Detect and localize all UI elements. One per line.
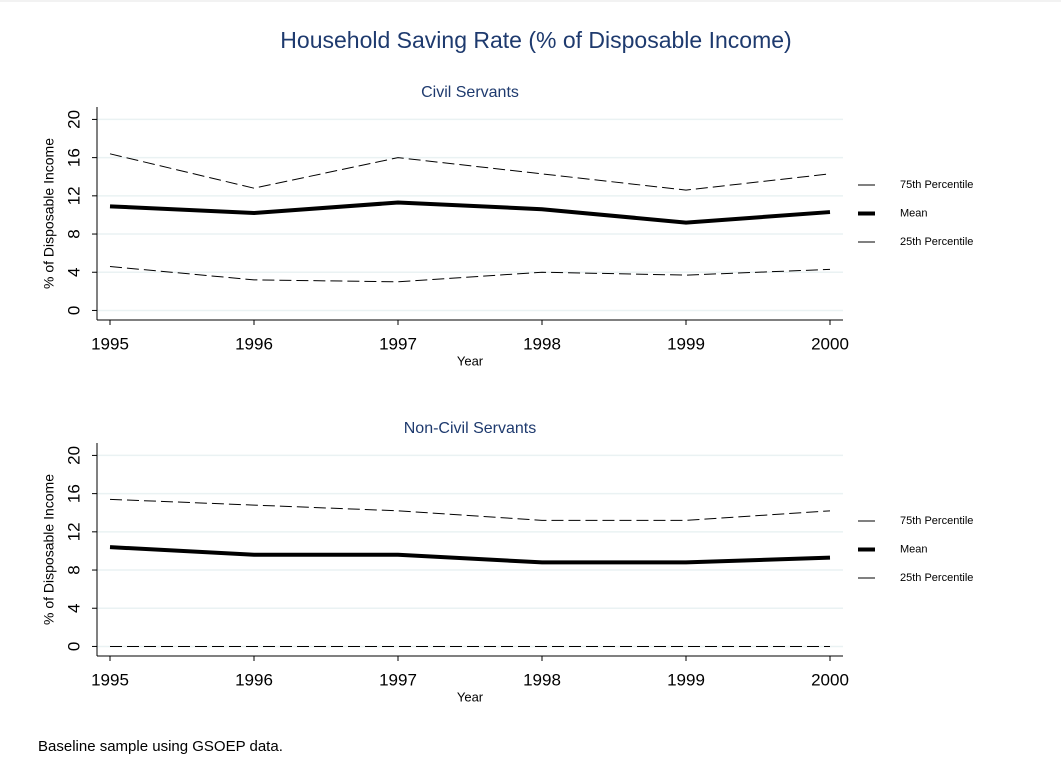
legend-label: 25th Percentile [900, 572, 973, 584]
x-tick-label: 2000 [811, 334, 849, 353]
y-tick-label: 20 [64, 446, 83, 465]
x-tick-label: 1999 [667, 334, 705, 353]
series-line [109, 266, 831, 283]
y-tick-label: 8 [64, 229, 83, 238]
y-tick-label: 12 [64, 522, 83, 541]
y-tick-label: 4 [64, 268, 83, 277]
x-axis-label: Year [457, 353, 484, 368]
y-tick-label: 0 [64, 306, 83, 315]
x-tick-label: 2000 [811, 670, 849, 689]
chart-title: Non-Civil Servants [404, 420, 536, 437]
legend-label: 75th Percentile [900, 515, 973, 527]
series-line [109, 545, 831, 565]
x-tick-label: 1996 [235, 334, 273, 353]
x-tick-label: 1997 [379, 670, 417, 689]
x-tick-label: 1999 [667, 670, 705, 689]
y-tick-label: 0 [64, 642, 83, 651]
y-tick-label: 8 [64, 565, 83, 574]
legend-label: 25th Percentile [900, 236, 973, 248]
legend-label: Mean [900, 543, 928, 555]
y-tick-label: 12 [64, 186, 83, 205]
legend-label: 75th Percentile [900, 179, 973, 191]
series-line [109, 200, 831, 225]
note: Baseline sample using GSOEP data. [38, 738, 283, 755]
y-axis-label: % of Disposable Income [41, 474, 57, 625]
y-tick-label: 4 [64, 604, 83, 613]
y-tick-label: 20 [64, 110, 83, 129]
x-tick-label: 1995 [91, 670, 129, 689]
y-tick-label: 16 [64, 148, 83, 167]
x-tick-label: 1996 [235, 670, 273, 689]
series-line [109, 498, 831, 521]
series-line [109, 153, 831, 191]
legend-label: Mean [900, 207, 928, 219]
x-tick-label: 1998 [523, 670, 561, 689]
x-tick-label: 1998 [523, 334, 561, 353]
page-title: Household Saving Rate (% of Disposable I… [280, 27, 791, 53]
x-tick-label: 1997 [379, 334, 417, 353]
chart-title: Civil Servants [421, 84, 519, 101]
x-axis-label: Year [457, 689, 484, 704]
x-tick-label: 1995 [91, 334, 129, 353]
y-axis-label: % of Disposable Income [41, 138, 57, 289]
y-tick-label: 16 [64, 484, 83, 503]
